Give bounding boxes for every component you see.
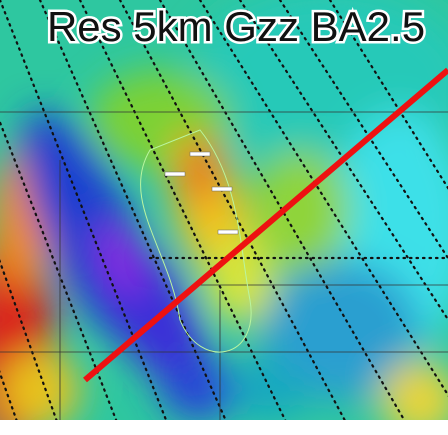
bottom-margin xyxy=(0,420,448,435)
map-title: Res 5km Gzz BA2.5 xyxy=(47,3,425,50)
gravity-map: Res 5km Gzz BA2.5 xyxy=(0,0,448,435)
anomaly-field xyxy=(0,0,448,435)
